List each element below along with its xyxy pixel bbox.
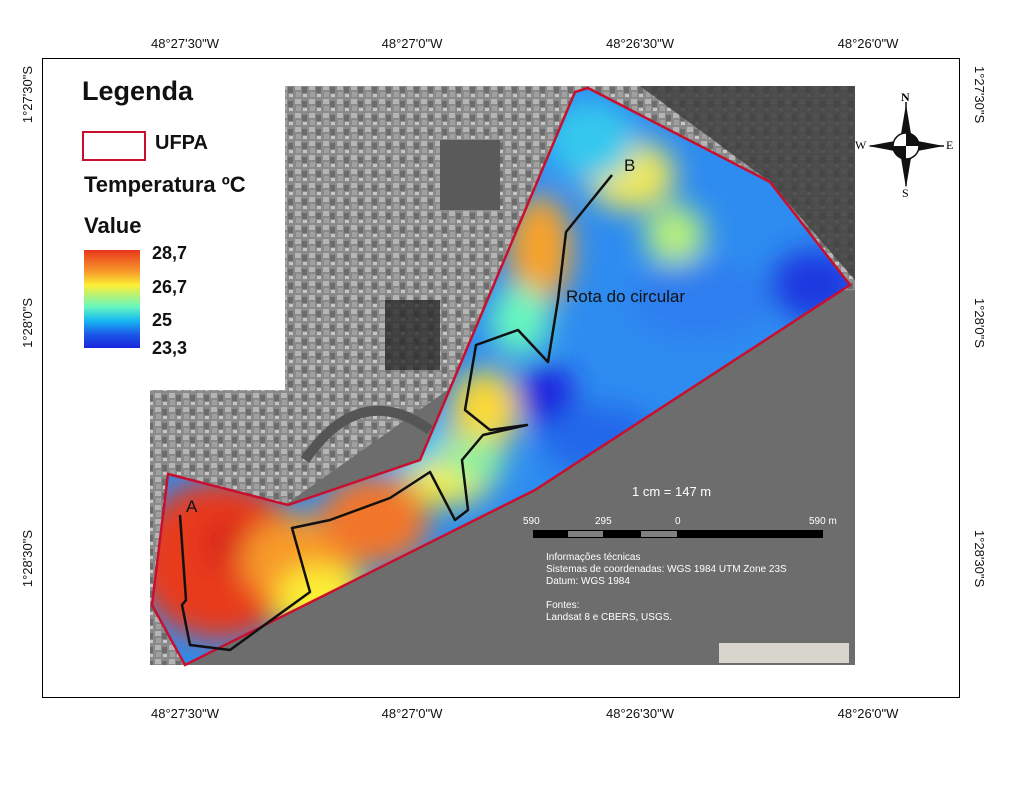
ufpa-boundary (150, 86, 852, 667)
legend-ufpa-swatch (82, 131, 146, 161)
info-datum: Datum: WGS 1984 (546, 576, 630, 587)
info-sources: Landsat 8 e CBERS, USGS. (546, 612, 673, 623)
compass-icon (868, 102, 944, 188)
legend-ufpa-label: UFPA (155, 132, 208, 154)
compass-west: W (855, 138, 867, 152)
legend-value-high: 26,7 (152, 277, 188, 297)
coord-bottom-4: 48°26'0"W (837, 706, 899, 721)
coord-right-2: 1°28'0"S (972, 298, 987, 348)
technical-info: Informações técnicas Sistemas de coorden… (546, 552, 787, 624)
scale-tick-590-left: 590 (523, 516, 540, 527)
coord-top-1: 48°27'30"W (151, 36, 219, 51)
legend-value-mid: 25 (152, 310, 173, 330)
compass-rose: N S W E (854, 90, 960, 202)
gray-patch (719, 643, 849, 663)
scale-bar (533, 530, 823, 538)
point-a-label: A (186, 497, 198, 516)
coord-bottom-1: 48°27'30"W (151, 706, 219, 721)
coord-right-1: 1°27'30"S (972, 66, 987, 124)
coord-bottom-3: 48°26'30"W (606, 706, 674, 721)
coord-top-3: 48°26'30"W (606, 36, 674, 51)
info-title: Informações técnicas (546, 552, 641, 563)
legend-value-max: 28,7 (152, 243, 188, 263)
map-frame (42, 58, 960, 698)
legend-value-min: 23,3 (152, 338, 188, 358)
point-b-label: B (624, 156, 636, 175)
coord-right-3: 1°28'30"S (972, 530, 987, 588)
coord-bottom-2: 48°27'0"W (381, 706, 443, 721)
compass-north: N (901, 90, 910, 104)
compass-east: E (946, 138, 954, 152)
coord-top-2: 48°27'0"W (381, 36, 443, 51)
info-spacer (546, 588, 787, 600)
bus-route-line (178, 174, 613, 652)
scale-tick-295: 295 (595, 516, 612, 527)
info-coordinate-system: Sistemas de coordenadas: WGS 1984 UTM Zo… (546, 564, 787, 575)
scale-tick-590-right: 590 m (809, 516, 837, 527)
scale-ratio: 1 cm = 147 m (632, 484, 712, 499)
legend-color-ramp (84, 250, 140, 348)
scale-tick-0: 0 (675, 516, 681, 527)
route-label: Rota do circular (566, 287, 686, 306)
compass-south: S (902, 186, 909, 200)
legend-title: Legenda (82, 76, 194, 106)
coord-top-4: 48°26'0"W (837, 36, 899, 51)
legend-temperature-label: Temperatura ºC (84, 172, 246, 197)
legend-value-label: Value (84, 213, 142, 238)
info-sources-label: Fontes: (546, 600, 580, 611)
